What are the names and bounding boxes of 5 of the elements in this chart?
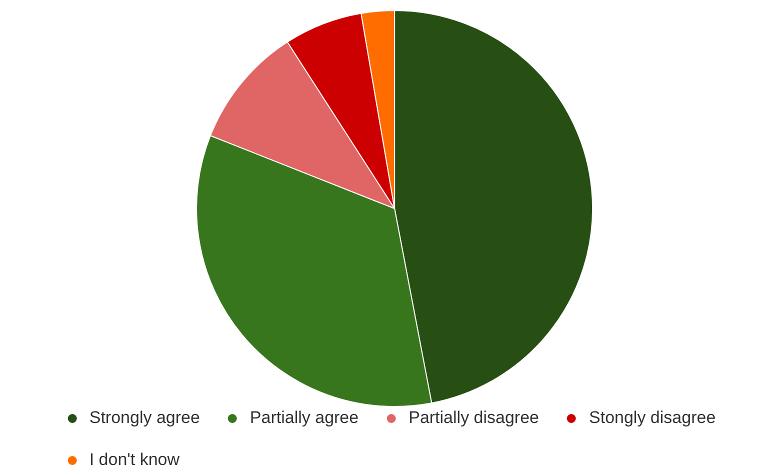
legend-label: Strongly agree [89,408,200,428]
legend-label: Partially disagree [408,408,540,428]
legend-label: I don't know [89,450,180,470]
legend-label: Partially agree [250,408,359,428]
legend-label: Stongly disagree [589,408,716,428]
